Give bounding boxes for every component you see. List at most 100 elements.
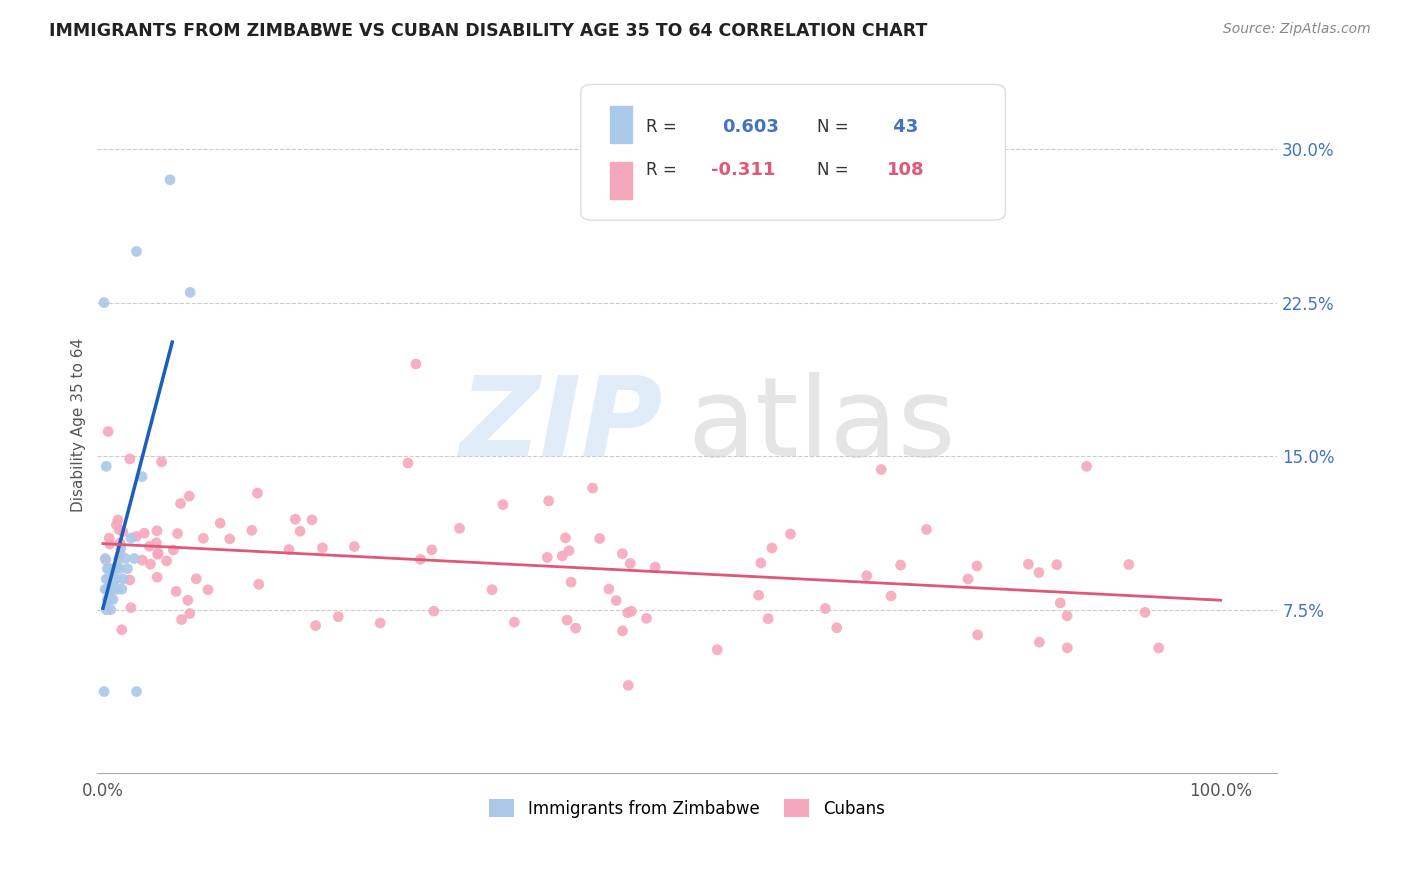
Point: [756, 612, 779, 626]
Point: [1056, 640, 1078, 655]
FancyBboxPatch shape: [581, 85, 1005, 220]
Point: [179, 607, 201, 621]
Point: [247, 577, 270, 591]
Point: [855, 568, 877, 582]
Point: [558, 543, 581, 558]
Text: Source: ZipAtlas.com: Source: ZipAtlas.com: [1223, 22, 1371, 37]
Point: [617, 678, 640, 692]
Point: [159, 173, 181, 187]
Point: [589, 532, 612, 546]
Point: [368, 615, 391, 630]
Point: [98, 531, 121, 545]
Point: [1028, 566, 1050, 580]
Y-axis label: Disability Age 35 to 64: Disability Age 35 to 64: [72, 338, 86, 513]
Point: [139, 557, 162, 571]
Point: [420, 542, 443, 557]
Point: [131, 553, 153, 567]
Point: [111, 524, 134, 539]
Point: [304, 618, 326, 632]
Point: [150, 455, 173, 469]
Point: [503, 615, 526, 629]
Point: [107, 513, 129, 527]
Point: [146, 546, 169, 560]
Point: [560, 575, 582, 590]
Text: 0.603: 0.603: [723, 118, 779, 136]
Point: [97, 572, 120, 586]
Point: [957, 572, 980, 586]
Point: [179, 489, 201, 503]
Point: [120, 531, 142, 545]
Point: [96, 459, 118, 474]
Point: [177, 593, 200, 607]
Point: [915, 523, 938, 537]
Point: [761, 541, 783, 555]
Text: ZIP: ZIP: [460, 372, 664, 479]
Point: [94, 553, 117, 567]
Point: [122, 551, 145, 566]
Point: [598, 582, 620, 596]
Point: [165, 584, 187, 599]
Point: [146, 524, 169, 538]
Point: [108, 536, 131, 550]
Point: [125, 244, 148, 259]
Point: [536, 550, 558, 565]
Point: [301, 513, 323, 527]
Point: [105, 572, 128, 586]
Legend: Immigrants from Zimbabwe, Cubans: Immigrants from Zimbabwe, Cubans: [482, 793, 891, 824]
Point: [288, 524, 311, 539]
Point: [620, 604, 643, 618]
Point: [966, 559, 988, 574]
Point: [97, 582, 120, 597]
Point: [108, 523, 131, 537]
Point: [101, 592, 124, 607]
Point: [890, 558, 912, 572]
Point: [779, 527, 801, 541]
Point: [449, 521, 471, 535]
Point: [155, 554, 177, 568]
Point: [169, 496, 191, 510]
Point: [107, 582, 129, 597]
Point: [98, 592, 121, 607]
Point: [748, 588, 770, 602]
Point: [197, 582, 219, 597]
Point: [93, 295, 115, 310]
Point: [396, 456, 419, 470]
Point: [94, 582, 117, 597]
Bar: [610, 162, 631, 199]
Point: [555, 613, 578, 627]
Point: [97, 425, 120, 439]
Point: [104, 562, 127, 576]
Point: [636, 611, 658, 625]
Point: [612, 624, 634, 638]
Point: [110, 547, 132, 561]
Point: [134, 526, 156, 541]
Point: [97, 562, 120, 576]
Point: [582, 481, 605, 495]
Point: [179, 285, 201, 300]
Point: [98, 582, 121, 597]
Point: [619, 557, 641, 571]
Point: [131, 469, 153, 483]
Point: [105, 517, 128, 532]
Point: [284, 512, 307, 526]
Point: [114, 551, 136, 566]
Point: [111, 623, 134, 637]
Point: [110, 541, 132, 556]
Text: 43: 43: [887, 118, 918, 136]
Point: [138, 539, 160, 553]
Point: [98, 537, 121, 551]
Point: [616, 606, 638, 620]
Point: [278, 542, 301, 557]
Point: [166, 526, 188, 541]
Text: R =: R =: [645, 118, 682, 136]
Point: [966, 628, 988, 642]
Point: [100, 602, 122, 616]
Point: [1028, 635, 1050, 649]
Point: [103, 582, 125, 597]
Point: [146, 547, 169, 561]
Point: [146, 570, 169, 584]
Point: [111, 582, 134, 597]
Point: [554, 531, 576, 545]
Point: [409, 552, 432, 566]
Point: [209, 516, 232, 531]
